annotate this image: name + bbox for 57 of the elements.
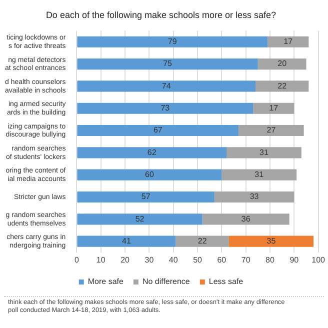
x-tick-label: 50 (193, 255, 203, 264)
bar (214, 191, 294, 203)
data-label: 73 (160, 104, 170, 113)
bar (222, 169, 297, 180)
x-tick-label: 100 (312, 255, 326, 264)
legend-label: More safe (88, 277, 124, 286)
bar (77, 214, 202, 225)
bar (226, 147, 302, 158)
data-label: 62 (147, 148, 157, 157)
chart-title: Do each of the following make schools more or less safe? (46, 10, 276, 20)
legend-label: Less safe (208, 277, 244, 286)
data-label: 20 (278, 59, 288, 68)
x-tick-label: 80 (266, 255, 275, 264)
x-tick-label: 20 (120, 255, 130, 264)
bar (77, 191, 214, 203)
data-label: 36 (241, 214, 251, 224)
bar (258, 58, 306, 70)
bar (228, 236, 314, 247)
bar (256, 80, 309, 92)
bar (77, 124, 239, 136)
data-label: 31 (260, 148, 269, 157)
data-label: 41 (122, 236, 132, 246)
data-label: 22 (198, 236, 208, 246)
data-label: 33 (250, 192, 260, 202)
data-label: 74 (162, 81, 172, 90)
x-tick-label: 10 (96, 255, 106, 264)
data-label: 22 (278, 81, 288, 90)
legend-label: No difference (142, 277, 190, 286)
data-label: 75 (163, 59, 173, 68)
bar (268, 36, 309, 48)
data-label: 79 (168, 37, 178, 46)
x-tick-label: 70 (241, 255, 251, 264)
bar (77, 80, 256, 92)
data-label: 17 (284, 37, 294, 46)
bar (202, 214, 290, 225)
data-label: 35 (266, 236, 276, 246)
bar (77, 147, 227, 158)
x-tick-label: 60 (217, 255, 227, 264)
bar (77, 236, 176, 247)
data-label: 52 (135, 214, 145, 224)
bar (253, 102, 294, 114)
bar (238, 124, 304, 136)
data-label: 27 (266, 126, 276, 135)
bar (77, 169, 222, 180)
bar (77, 58, 258, 70)
bar (77, 102, 254, 114)
x-tick-label: 30 (144, 255, 154, 264)
data-label: 60 (144, 170, 154, 180)
bar (77, 36, 268, 48)
x-tick-label: 90 (290, 255, 300, 264)
data-label: 57 (141, 192, 151, 202)
x-tick-label: 40 (168, 255, 178, 264)
x-tick-label: 0 (74, 255, 80, 264)
bar (176, 236, 229, 247)
data-label: 17 (269, 104, 279, 113)
data-label: 67 (153, 126, 163, 135)
data-label: 31 (254, 170, 264, 180)
